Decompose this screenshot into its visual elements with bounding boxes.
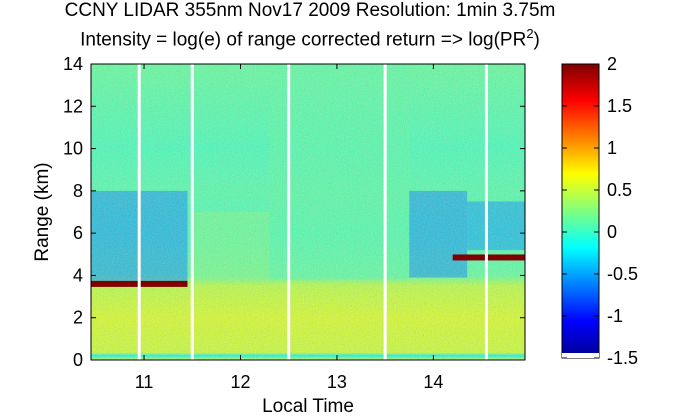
colorbar-tick-label: 1: [607, 138, 617, 158]
y-tick-label: 14: [63, 54, 83, 74]
y-tick-label: 10: [63, 139, 83, 159]
x-tick-label: 13: [327, 372, 347, 392]
subtitle-superscript: 2: [526, 26, 534, 41]
y-tick-label: 12: [63, 96, 83, 116]
subtitle-text: Intensity = log(e) of range corrected re…: [80, 29, 527, 51]
x-axis: 11 12 13 14: [135, 64, 443, 392]
colorbar-tick-label: -1: [607, 306, 623, 326]
colorbar-tick-label: -0.5: [607, 264, 638, 284]
y-tick-label: 4: [73, 265, 83, 285]
y-tick-label: 8: [73, 181, 83, 201]
heatmap-area: [91, 64, 525, 360]
colorbar-tick-label: 2: [607, 54, 617, 74]
aerosol-layer: [452, 254, 525, 261]
colorbar-axis: 2 1.5 1 0.5 0 -0.5 -1 -1.5: [562, 54, 638, 368]
axes-box: [90, 63, 526, 361]
data-gap: [484, 64, 488, 360]
data-gap: [287, 64, 291, 360]
chart-subtitle: Intensity = log(e) of range corrected re…: [0, 26, 620, 51]
chart-title: CCNY LIDAR 355nm Nov17 2009 Resolution: …: [64, 0, 556, 21]
colorbar-bottom-strip: [562, 353, 599, 358]
x-tick-label: 14: [423, 372, 443, 392]
noise-texture: [91, 64, 525, 360]
x-axis-label: Local Time: [262, 396, 354, 417]
colorbar-tick-label: 0: [607, 222, 617, 242]
x-tick-label: 11: [135, 372, 154, 392]
y-axis-label: Range (km): [32, 162, 53, 261]
x-tick-label: 12: [230, 372, 250, 392]
colorbar: [561, 63, 600, 359]
y-tick-label: 2: [73, 308, 83, 328]
colorbar-tick-label: 0.5: [607, 180, 632, 200]
colorbar-tick-label: -1.5: [607, 348, 638, 368]
subtitle-end: ): [533, 29, 540, 51]
data-gap: [190, 64, 194, 360]
y-tick-label: 6: [73, 223, 83, 243]
data-gap: [137, 64, 141, 360]
y-tick-label: 0: [73, 350, 83, 370]
colorbar-tick-label: 1.5: [607, 96, 632, 116]
data-gap: [383, 64, 387, 360]
y-axis: 0 2 4 6 8 10 12 14: [63, 54, 525, 370]
